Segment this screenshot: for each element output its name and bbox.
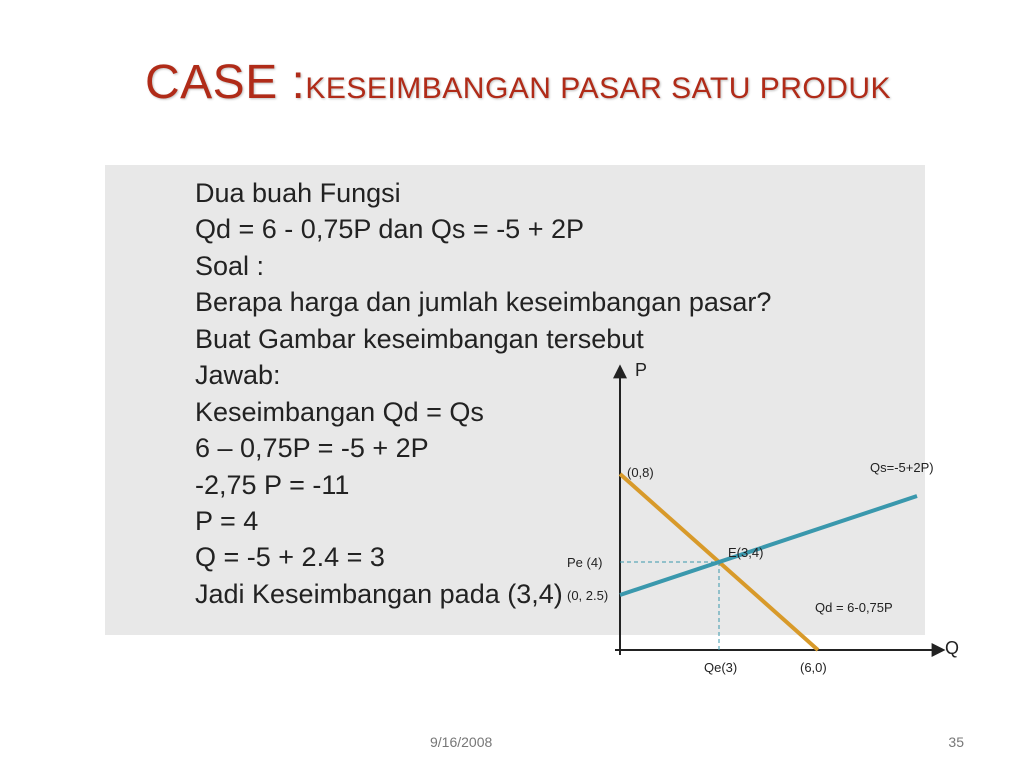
body-line: Dua buah Fungsi [195, 175, 835, 211]
footer-page-number: 35 [948, 734, 964, 750]
x-axis-label: Q [945, 638, 959, 659]
label-6-0: (6,0) [800, 660, 827, 675]
chart-svg [560, 360, 960, 720]
supply-line [620, 496, 917, 595]
body-line: Qd = 6 - 0,75P dan Qs = -5 + 2P [195, 211, 835, 247]
label-0-2p5: (0, 2.5) [567, 588, 608, 603]
title-main: CASE : [145, 56, 305, 109]
label-qd: Qd = 6-0,75P [815, 600, 893, 615]
title-sub: KESEIMBANGAN PASAR SATU PRODUK [305, 72, 891, 105]
y-axis-label: P [635, 360, 647, 381]
body-line: Soal : [195, 248, 835, 284]
label-qs: Qs=-5+2P) [870, 460, 934, 475]
footer-date: 9/16/2008 [430, 734, 492, 750]
label-equilibrium: E(3,4) [728, 545, 763, 560]
equilibrium-chart: P Q (0,8) Pe (4) (0, 2.5) E(3,4) Qe(3) (… [560, 360, 960, 720]
slide: CASE :KESEIMBANGAN PASAR SATU PRODUK Dua… [0, 0, 1024, 768]
body-line: Berapa harga dan jumlah keseimbangan pas… [195, 284, 835, 320]
label-pe: Pe (4) [567, 555, 602, 570]
label-0-8: (0,8) [627, 465, 654, 480]
body-line: Buat Gambar keseimbangan tersebut [195, 321, 835, 357]
label-qe: Qe(3) [704, 660, 737, 675]
slide-title: CASE :KESEIMBANGAN PASAR SATU PRODUK [145, 55, 891, 110]
